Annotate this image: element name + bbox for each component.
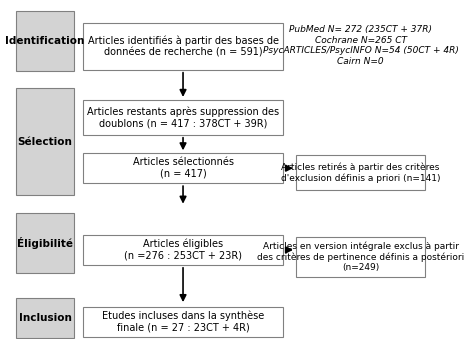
FancyBboxPatch shape [83, 307, 283, 337]
FancyBboxPatch shape [16, 12, 74, 72]
FancyBboxPatch shape [83, 100, 283, 135]
FancyBboxPatch shape [296, 237, 426, 277]
Text: Etudes incluses dans la synthèse
finale (n = 27 : 23CT + 4R): Etudes incluses dans la synthèse finale … [102, 311, 264, 333]
Text: PubMed N= 272 (235CT + 37R)
Cochrane N=265 CT
PsycARTICLES/PsycINFO N=54 (50CT +: PubMed N= 272 (235CT + 37R) Cochrane N=2… [263, 25, 458, 66]
FancyBboxPatch shape [296, 155, 426, 190]
Text: Identification: Identification [5, 36, 85, 46]
Text: Éligibilité: Éligibilité [17, 237, 73, 249]
Text: Articles sélectionnés
(n = 417): Articles sélectionnés (n = 417) [133, 157, 234, 179]
FancyBboxPatch shape [16, 298, 74, 338]
FancyBboxPatch shape [83, 153, 283, 183]
Text: Inclusion: Inclusion [18, 313, 72, 323]
Text: Articles en version intégrale exclus à partir
des critères de pertinence définis: Articles en version intégrale exclus à p… [257, 241, 464, 272]
Text: Articles restants après suppression des
doublons (n = 417 : 378CT + 39R): Articles restants après suppression des … [87, 106, 279, 128]
FancyBboxPatch shape [16, 213, 74, 273]
Text: Articles identifiés à partir des bases de
données de recherche (n = 591): Articles identifiés à partir des bases d… [88, 35, 279, 58]
FancyBboxPatch shape [83, 23, 283, 70]
Text: Articles retirés à partir des critères
d'exclusion définis a priori (n=141): Articles retirés à partir des critères d… [281, 162, 440, 183]
Text: Sélection: Sélection [18, 137, 73, 146]
FancyBboxPatch shape [83, 235, 283, 265]
FancyBboxPatch shape [16, 88, 74, 195]
Text: Articles éligibles
(n =276 : 253CT + 23R): Articles éligibles (n =276 : 253CT + 23R… [124, 239, 242, 261]
